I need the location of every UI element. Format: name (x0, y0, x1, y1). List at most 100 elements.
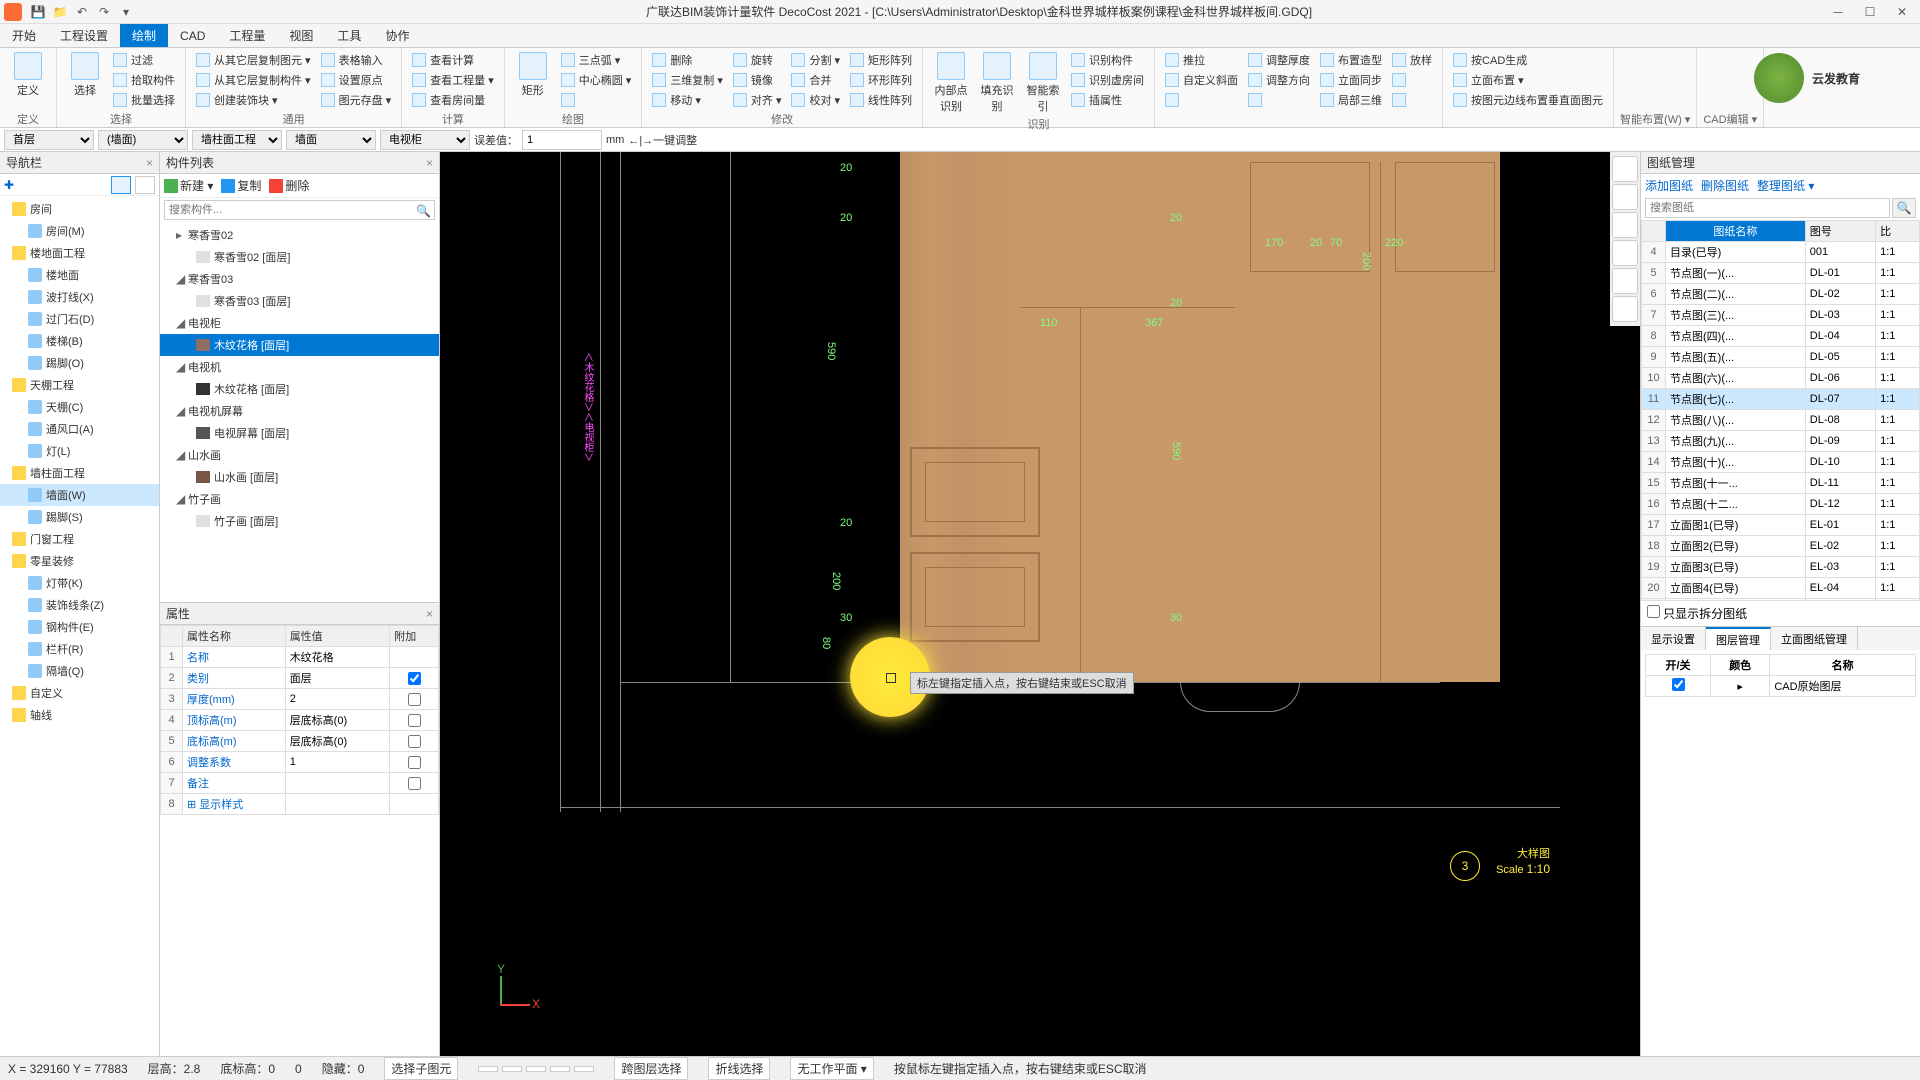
nav-item[interactable]: 房间 (0, 198, 159, 220)
drawing-row[interactable]: 10节点图(六)(...DL-061:1 (1642, 368, 1920, 389)
ribbon-button[interactable]: 对齐 ▾ (729, 90, 786, 110)
ribbon-button[interactable] (1161, 90, 1242, 110)
split-checkbox[interactable] (1647, 605, 1660, 618)
refresh-icon[interactable] (1612, 268, 1638, 294)
polyline-button[interactable]: 折线选择 (708, 1057, 770, 1080)
component-item[interactable]: ◢寒香雪03 (160, 268, 439, 290)
ribbon-button[interactable]: 调整厚度 (1244, 50, 1314, 70)
delete-button[interactable]: 删除 (269, 177, 309, 194)
ribbon-button[interactable]: 从其它层复制构件 ▾ (192, 70, 315, 90)
copy-button[interactable]: 复制 (221, 177, 261, 194)
open-icon[interactable]: 📁 (52, 4, 68, 20)
ribbon-button[interactable]: 立面布置 ▾ (1449, 70, 1607, 90)
nav-item[interactable]: 门窗工程 (0, 528, 159, 550)
ribbon-button[interactable]: 旋转 (729, 50, 786, 70)
nav-item[interactable]: 楼地面工程 (0, 242, 159, 264)
delete-drawing-button[interactable]: 删除图纸 (1701, 177, 1749, 194)
drawing-row[interactable]: 17立面图1(已导)EL-011:1 (1642, 515, 1920, 536)
ribbon-button[interactable]: 创建装饰块 ▾ (192, 90, 315, 110)
drawing-row[interactable]: 6节点图(二)(...DL-021:1 (1642, 284, 1920, 305)
close-icon[interactable]: × (426, 607, 433, 621)
nav-item[interactable]: 波打线(X) (0, 286, 159, 308)
menu-tab-0[interactable]: 开始 (0, 24, 48, 47)
ribbon-button[interactable]: 局部三维 (1316, 90, 1386, 110)
drawing-row[interactable]: 15节点图(十一...DL-111:1 (1642, 473, 1920, 494)
property-row[interactable]: 4 顶标高(m)层底标高(0) (161, 710, 439, 731)
ribbon-button[interactable]: 从其它层复制图元 ▾ (192, 50, 315, 70)
list-view-icon[interactable] (111, 176, 131, 194)
minimize-icon[interactable]: ─ (1824, 2, 1852, 22)
search-icon[interactable]: 🔍 (416, 204, 431, 218)
nav-item[interactable]: 楼地面 (0, 264, 159, 286)
nav-item[interactable]: 踢脚(O) (0, 352, 159, 374)
component-item[interactable]: ◢竹子画 (160, 488, 439, 510)
workplane-select[interactable]: 无工作平面 ▾ (790, 1057, 873, 1080)
ribbon-button[interactable]: 矩形阵列 (846, 50, 916, 70)
grid-view-icon[interactable] (135, 176, 155, 194)
new-button[interactable]: 新建 ▾ (164, 177, 213, 194)
category-select[interactable]: (墙面) (98, 130, 188, 150)
ribbon-button[interactable]: 内部点识别 (929, 50, 973, 116)
nav-item[interactable]: 隔墙(Q) (0, 660, 159, 682)
item-select[interactable]: 电视柜 (380, 130, 470, 150)
drawing-row[interactable]: 13节点图(九)(...DL-091:1 (1642, 431, 1920, 452)
ribbon-button[interactable]: 布置造型 (1316, 50, 1386, 70)
layer-row[interactable]: ▸ CAD原始图层 (1646, 676, 1916, 697)
property-row[interactable]: 6 调整系数1 (161, 752, 439, 773)
property-row[interactable]: 3 厚度(mm)2 (161, 689, 439, 710)
drawing-row[interactable]: 16节点图(十二...DL-121:1 (1642, 494, 1920, 515)
ribbon-button[interactable]: 插属性 (1067, 90, 1148, 110)
menu-tab-4[interactable]: 工程量 (217, 24, 277, 47)
view-top-icon[interactable] (1612, 184, 1638, 210)
nav-item[interactable]: 轴线 (0, 704, 159, 726)
component-item[interactable]: ◢电视机屏幕 (160, 400, 439, 422)
project-select[interactable]: 墙柱面工程 (192, 130, 282, 150)
ribbon-button[interactable]: 过滤 (109, 50, 179, 70)
ribbon-button[interactable]: 删除 (648, 50, 727, 70)
dropdown-icon[interactable]: ▾ (118, 4, 134, 20)
add-drawing-button[interactable]: 添加图纸 (1645, 177, 1693, 194)
search-input[interactable] (164, 200, 435, 220)
close-icon[interactable]: × (426, 156, 433, 170)
close-icon[interactable]: ✕ (1888, 2, 1916, 22)
nav-item[interactable]: 钢构件(E) (0, 616, 159, 638)
component-item[interactable]: ◢山水画 (160, 444, 439, 466)
view-front-icon[interactable] (1612, 212, 1638, 238)
tool-icon[interactable] (478, 1066, 498, 1072)
menu-tab-7[interactable]: 协作 (373, 24, 421, 47)
ribbon-button[interactable]: 推拉 (1161, 50, 1242, 70)
ribbon-button[interactable]: 查看工程量 ▾ (408, 70, 498, 90)
search-icon[interactable]: 🔍 (1892, 198, 1916, 218)
ribbon-button[interactable]: 线性阵列 (846, 90, 916, 110)
tool-icon[interactable] (574, 1066, 594, 1072)
ribbon-button[interactable]: 按CAD生成 (1449, 50, 1607, 70)
ribbon-button[interactable]: 合并 (787, 70, 844, 90)
ribbon-button[interactable] (1388, 70, 1436, 90)
floor-select[interactable]: 首层 (4, 130, 94, 150)
menu-tab-5[interactable]: 视图 (277, 24, 325, 47)
drawing-row[interactable]: 9节点图(五)(...DL-051:1 (1642, 347, 1920, 368)
nav-item[interactable]: 灯带(K) (0, 572, 159, 594)
nav-item[interactable]: 装饰线条(Z) (0, 594, 159, 616)
ribbon-button[interactable]: 设置原点 (317, 70, 396, 90)
drawing-row[interactable]: 4目录(已导)0011:1 (1642, 242, 1920, 263)
component-item[interactable]: 电视屏幕 [面层] (160, 422, 439, 444)
property-row[interactable]: 2 类别面层 (161, 668, 439, 689)
component-select[interactable]: 墙面 (286, 130, 376, 150)
ribbon-button[interactable]: 三点弧 ▾ (557, 50, 636, 70)
maximize-icon[interactable]: ☐ (1856, 2, 1884, 22)
ribbon-button[interactable]: 三维复制 ▾ (648, 70, 727, 90)
panel-tab[interactable]: 图层管理 (1706, 627, 1771, 650)
menu-tab-1[interactable]: 工程设置 (48, 24, 120, 47)
ribbon-button[interactable]: 识别虚房间 (1067, 70, 1148, 90)
ribbon-button[interactable]: 分割 ▾ (787, 50, 844, 70)
nav-item[interactable]: 墙面(W) (0, 484, 159, 506)
menu-tab-2[interactable]: 绘制 (120, 24, 168, 47)
nav-item[interactable]: 天棚(C) (0, 396, 159, 418)
nav-item[interactable]: 过门石(D) (0, 308, 159, 330)
ribbon-button[interactable] (557, 90, 636, 110)
nav-item[interactable]: 通风口(A) (0, 418, 159, 440)
component-item[interactable]: 寒香雪03 [面层] (160, 290, 439, 312)
drawing-row[interactable]: 14节点图(十)(...DL-101:1 (1642, 452, 1920, 473)
tool-icon[interactable] (526, 1066, 546, 1072)
